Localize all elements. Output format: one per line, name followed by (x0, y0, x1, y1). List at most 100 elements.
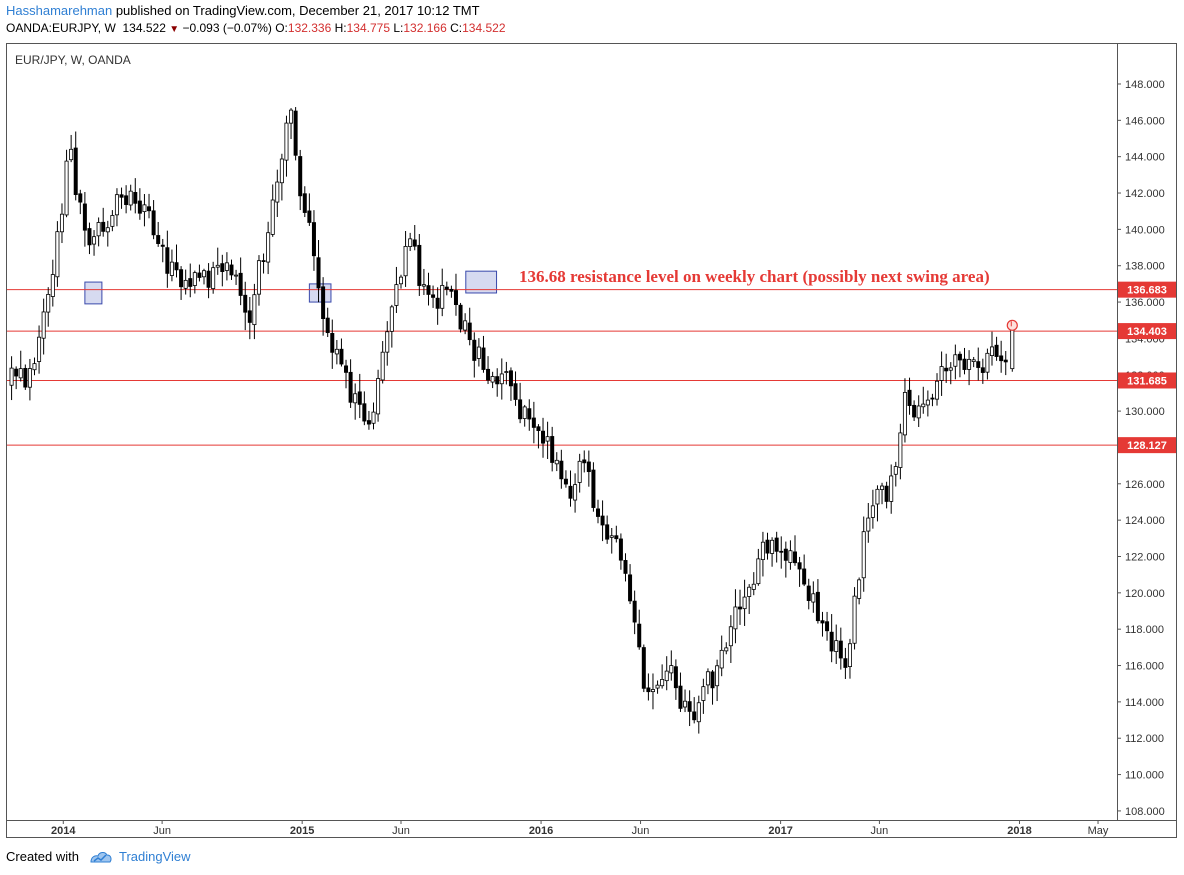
candle-body (211, 267, 216, 290)
level-label-bg (1118, 281, 1176, 298)
candle-body (815, 591, 820, 622)
candle-body (614, 535, 619, 540)
y-tick-label: 114.000 (1125, 697, 1164, 709)
candle-body (701, 686, 706, 701)
candle-body (371, 411, 376, 424)
price-change: −0.093 (−0.07%) (182, 21, 272, 35)
x-tick-label: Jun (871, 825, 889, 837)
candle-body (421, 284, 426, 287)
candle-body (366, 420, 371, 425)
price-axis: 148.000 146.000 144.000 142.000 140.000 138.0… (1117, 79, 1165, 818)
candle-body (183, 279, 188, 289)
candle-body (760, 541, 765, 561)
candle-body (797, 562, 802, 570)
candle-body (870, 505, 875, 518)
level-label-bg (1118, 323, 1176, 340)
candle-body (440, 285, 445, 309)
candle-body (857, 579, 862, 599)
candle-body (559, 460, 564, 480)
candle-body (646, 687, 651, 693)
candle-body (513, 383, 518, 400)
candle-body (898, 432, 903, 468)
symbol-bar: OANDA:EURJPY, W 134.522 ▼ −0.093 (−0.07%… (6, 21, 506, 35)
candle-body (279, 158, 284, 184)
candle-body (87, 228, 92, 246)
candle-body (770, 539, 775, 554)
candle-body (916, 405, 921, 419)
candle-body (935, 380, 940, 400)
candle-body (142, 204, 147, 213)
candle-body (481, 347, 486, 370)
candle-body (554, 459, 559, 465)
chart-svg[interactable]: EUR/JPY, W, OANDA 148.000146.000144.0001… (6, 43, 1177, 838)
candle-body (811, 593, 816, 603)
candle-body (137, 200, 142, 214)
high-label: H: (334, 21, 347, 35)
candle-body (229, 264, 234, 276)
candle-body (518, 399, 523, 420)
candle-body (802, 568, 807, 585)
created-with-text: Created with (6, 849, 79, 864)
tradingview-link[interactable]: TradingView (118, 849, 191, 864)
last-price-marker (1006, 319, 1018, 331)
candle-body (362, 403, 367, 422)
close-value: 134.522 (462, 21, 506, 35)
candle-body (476, 346, 481, 359)
candle-body (605, 524, 610, 540)
candle-body (499, 373, 504, 385)
candle-body (412, 239, 417, 247)
candle-body (985, 352, 990, 373)
candle-body (527, 408, 532, 420)
candle-body (302, 193, 307, 213)
level-label: 136.683 (1127, 285, 1167, 297)
candle-body (692, 711, 697, 721)
candle-body (417, 244, 422, 286)
candle-body (206, 270, 211, 288)
candle-body (179, 269, 184, 288)
candle-body (124, 195, 129, 205)
candle-body (357, 391, 362, 405)
candle-body (201, 270, 206, 278)
alert-marker-icon[interactable] (1006, 319, 1018, 331)
y-tick-label: 122.000 (1125, 551, 1165, 563)
y-tick-label: 116.000 (1125, 661, 1164, 673)
author-link[interactable]: Hasshamarehman (6, 3, 113, 18)
level-label-bg (1118, 437, 1176, 454)
candle-body (275, 181, 280, 203)
candle-body (334, 348, 339, 355)
y-tick-label: 146.000 (1125, 115, 1165, 127)
candle-body (101, 221, 106, 232)
candle-body (573, 484, 578, 501)
candle-body (962, 358, 967, 370)
candle-body (650, 689, 655, 693)
candle-body (73, 147, 78, 195)
level-label: 134.403 (1127, 326, 1167, 338)
candle-body (472, 339, 477, 361)
candle-body (925, 399, 930, 406)
candle-body (696, 702, 701, 723)
candle-body (119, 194, 124, 198)
candle-body (591, 469, 596, 508)
candle-body (298, 156, 303, 197)
candle-body (660, 679, 665, 687)
candle-body (582, 459, 587, 464)
candle-body (531, 417, 536, 428)
candle-body (316, 257, 321, 289)
candle-body (843, 658, 848, 668)
candle-body (632, 600, 637, 623)
candle-body (321, 286, 326, 320)
candle-body (779, 550, 784, 553)
candle-body (852, 595, 857, 644)
candle-body (32, 363, 37, 371)
candle-body (105, 227, 110, 233)
candle-body (541, 430, 546, 444)
candle-body (669, 665, 674, 674)
candle-body (96, 222, 101, 237)
low-label: L: (393, 21, 404, 35)
candle-body (875, 488, 880, 505)
candle-body (921, 403, 926, 408)
candle-body (825, 621, 830, 632)
candle-body (37, 336, 42, 362)
candle-body (234, 274, 239, 277)
highlight-box (84, 281, 103, 305)
